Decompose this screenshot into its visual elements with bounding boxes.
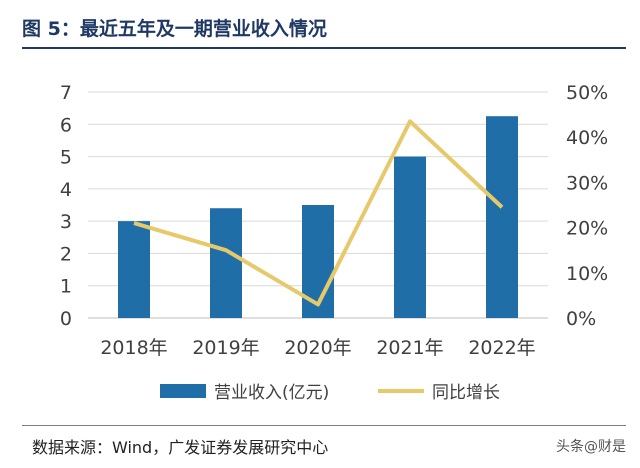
line-growth <box>133 119 504 307</box>
line-series <box>133 119 504 307</box>
right-tick-label: 20% <box>566 218 608 240</box>
bar-revenue <box>210 208 242 318</box>
bar-revenue <box>394 156 426 318</box>
right-tick-label: 40% <box>566 127 608 149</box>
x-tick-label: 2020年 <box>284 337 351 359</box>
left-tick-label: 1 <box>60 276 72 298</box>
right-tick-label: 50% <box>566 82 608 104</box>
source-divider <box>22 425 626 426</box>
legend-label-growth: 同比增长 <box>432 383 500 403</box>
watermark: 头条@财是 <box>556 439 626 455</box>
right-tick-label: 0% <box>566 308 596 330</box>
bar-series <box>118 116 518 318</box>
title-divider <box>22 47 626 49</box>
x-axis-ticks: 2018年 2019年 2020年 2021年 2022年 <box>100 337 535 359</box>
right-tick-label: 10% <box>566 263 608 285</box>
x-tick-label: 2018年 <box>100 337 167 359</box>
figure-title: 图 5：最近五年及一期营业收入情况 <box>22 18 327 40</box>
x-tick-label: 2022年 <box>468 337 535 359</box>
right-tick-label: 30% <box>566 172 608 194</box>
x-tick-label: 2019年 <box>192 337 259 359</box>
left-tick-label: 0 <box>60 308 72 330</box>
source-note: 数据来源：Wind，广发证券发展研究中心 <box>32 438 329 457</box>
left-axis-ticks: 0 1 2 3 4 5 6 7 <box>60 82 72 330</box>
revenue-chart: 0 1 2 3 4 5 6 7 0% 10% 20% 30% 40% 50% 2018年 2019年 202… <box>60 82 608 403</box>
bar-revenue <box>486 116 518 318</box>
left-tick-label: 6 <box>60 114 72 136</box>
x-tick-label: 2021年 <box>376 337 443 359</box>
left-tick-label: 3 <box>60 211 72 233</box>
left-tick-label: 5 <box>60 147 72 169</box>
left-tick-label: 7 <box>60 82 72 104</box>
right-axis-ticks: 0% 10% 20% 30% 40% 50% <box>566 82 608 330</box>
left-tick-label: 4 <box>60 179 72 201</box>
left-tick-label: 2 <box>60 243 72 265</box>
legend-label-revenue: 营业收入(亿元) <box>214 383 329 403</box>
bar-revenue <box>118 221 150 318</box>
legend-swatch-revenue <box>160 384 206 398</box>
legend: 营业收入(亿元) 同比增长 <box>160 383 500 403</box>
